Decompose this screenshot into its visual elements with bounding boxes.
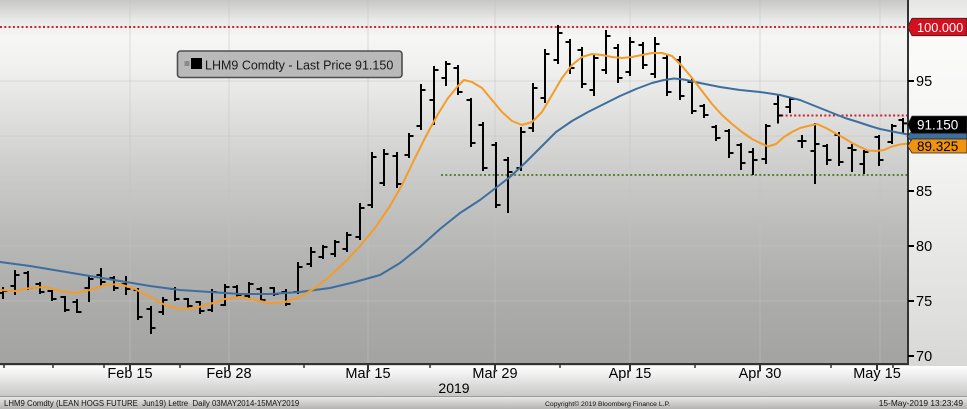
svg-text:75: 75 [916, 294, 932, 310]
svg-text:70: 70 [916, 349, 932, 365]
svg-text:Apr 15: Apr 15 [609, 366, 652, 382]
svg-text:Mar 29: Mar 29 [472, 366, 517, 382]
svg-text:Copyright© 2019 Bloomberg Fina: Copyright© 2019 Bloomberg Finance L.P. [545, 400, 670, 408]
svg-text:Mar 15: Mar 15 [345, 366, 390, 382]
svg-text:100.000: 100.000 [917, 20, 963, 35]
svg-text:Apr 30: Apr 30 [739, 366, 782, 382]
svg-text:15-May-2019 13:23:49: 15-May-2019 13:23:49 [879, 398, 964, 408]
svg-text:89.325: 89.325 [917, 139, 958, 154]
svg-text:Feb 28: Feb 28 [206, 366, 251, 382]
svg-text:2019: 2019 [438, 380, 469, 396]
svg-text:LHM9 Comdty - Last Price 91.15: LHM9 Comdty - Last Price 91.150 [205, 59, 393, 73]
svg-text:LHM9 Comdty (LEAN HOGS FUTURE: LHM9 Comdty (LEAN HOGS FUTURE Jun19) Let… [4, 399, 299, 408]
svg-text:Feb 15: Feb 15 [107, 366, 152, 382]
svg-text:91.150: 91.150 [917, 118, 958, 133]
svg-text:80: 80 [916, 239, 932, 255]
svg-text:95: 95 [916, 74, 932, 90]
svg-text:85: 85 [916, 184, 932, 200]
svg-text:May 15: May 15 [853, 366, 901, 382]
